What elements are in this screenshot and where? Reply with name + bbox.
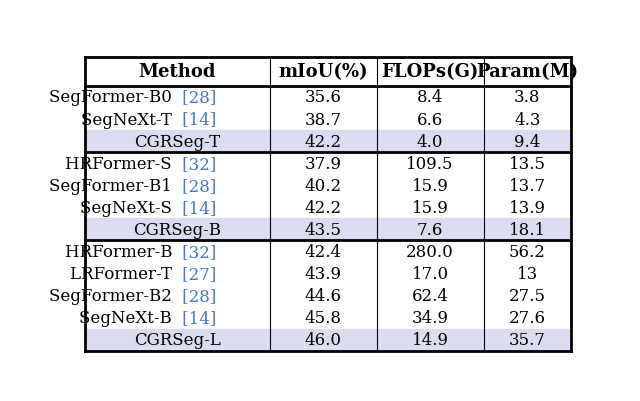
Text: 17.0: 17.0 bbox=[412, 265, 449, 282]
Text: 56.2: 56.2 bbox=[509, 243, 546, 260]
Text: 280.0: 280.0 bbox=[406, 243, 454, 260]
Text: SegNeXt-S: SegNeXt-S bbox=[80, 199, 177, 216]
Text: SegNeXt-B: SegNeXt-B bbox=[79, 309, 177, 326]
Text: 44.6: 44.6 bbox=[305, 287, 342, 304]
Text: 9.4: 9.4 bbox=[514, 133, 541, 150]
Text: [32]: [32] bbox=[177, 243, 216, 260]
Text: [27]: [27] bbox=[177, 265, 216, 282]
Text: [14]: [14] bbox=[177, 309, 216, 326]
Text: [14]: [14] bbox=[177, 111, 216, 128]
Text: 45.8: 45.8 bbox=[305, 309, 342, 326]
Text: 34.9: 34.9 bbox=[412, 309, 449, 326]
Text: 14.9: 14.9 bbox=[412, 331, 449, 348]
Bar bbox=[85, 329, 571, 351]
Bar bbox=[85, 57, 571, 87]
Text: FLOPs(G): FLOPs(G) bbox=[381, 63, 479, 81]
Text: 13.9: 13.9 bbox=[509, 199, 546, 216]
Text: 13.5: 13.5 bbox=[509, 155, 546, 172]
Text: 42.4: 42.4 bbox=[305, 243, 342, 260]
Bar bbox=[85, 263, 571, 285]
Bar bbox=[85, 153, 571, 175]
Text: [28]: [28] bbox=[177, 89, 216, 106]
Text: 62.4: 62.4 bbox=[412, 287, 449, 304]
Text: 43.9: 43.9 bbox=[305, 265, 342, 282]
Text: 35.7: 35.7 bbox=[509, 331, 546, 348]
Text: [14]: [14] bbox=[177, 199, 216, 216]
Text: 35.6: 35.6 bbox=[305, 89, 342, 106]
Text: 109.5: 109.5 bbox=[406, 155, 454, 172]
Text: 7.6: 7.6 bbox=[417, 221, 444, 238]
Text: 27.5: 27.5 bbox=[509, 287, 546, 304]
Text: HRFormer-S: HRFormer-S bbox=[65, 155, 177, 172]
Text: SegFormer-B1: SegFormer-B1 bbox=[49, 177, 177, 194]
Text: CGRSeg-T: CGRSeg-T bbox=[134, 133, 220, 150]
Bar bbox=[85, 285, 571, 307]
Text: 3.8: 3.8 bbox=[514, 89, 541, 106]
Text: LRFormer-T: LRFormer-T bbox=[70, 265, 177, 282]
Text: 13: 13 bbox=[516, 265, 538, 282]
Text: 46.0: 46.0 bbox=[305, 331, 342, 348]
Text: Param(M): Param(M) bbox=[476, 63, 579, 81]
Bar bbox=[85, 175, 571, 197]
Text: 18.1: 18.1 bbox=[509, 221, 546, 238]
Bar bbox=[85, 109, 571, 131]
Bar bbox=[85, 307, 571, 329]
Text: [32]: [32] bbox=[177, 155, 216, 172]
Text: CGRSeg-L: CGRSeg-L bbox=[134, 331, 221, 348]
Text: SegFormer-B0: SegFormer-B0 bbox=[49, 89, 177, 106]
Text: mIoU(%): mIoU(%) bbox=[278, 63, 368, 81]
Text: [28]: [28] bbox=[177, 177, 216, 194]
Text: SegFormer-B2: SegFormer-B2 bbox=[49, 287, 177, 304]
Text: 27.6: 27.6 bbox=[509, 309, 546, 326]
Text: 15.9: 15.9 bbox=[412, 199, 449, 216]
Bar bbox=[85, 197, 571, 219]
Bar bbox=[85, 131, 571, 153]
Bar bbox=[85, 87, 571, 109]
Text: [28]: [28] bbox=[177, 287, 216, 304]
Text: SegNeXt-T: SegNeXt-T bbox=[81, 111, 177, 128]
Text: 42.2: 42.2 bbox=[305, 133, 342, 150]
Text: HRFormer-B: HRFormer-B bbox=[65, 243, 177, 260]
Text: 13.7: 13.7 bbox=[509, 177, 546, 194]
Text: 42.2: 42.2 bbox=[305, 199, 342, 216]
Text: CGRSeg-B: CGRSeg-B bbox=[133, 221, 221, 238]
Text: 4.3: 4.3 bbox=[514, 111, 541, 128]
Text: 37.9: 37.9 bbox=[305, 155, 342, 172]
Bar bbox=[85, 219, 571, 241]
Text: 6.6: 6.6 bbox=[417, 111, 444, 128]
Text: 43.5: 43.5 bbox=[305, 221, 342, 238]
Text: 8.4: 8.4 bbox=[417, 89, 444, 106]
Text: 4.0: 4.0 bbox=[417, 133, 444, 150]
Text: 15.9: 15.9 bbox=[412, 177, 449, 194]
Text: 38.7: 38.7 bbox=[305, 111, 342, 128]
Bar bbox=[85, 241, 571, 263]
Text: 40.2: 40.2 bbox=[305, 177, 342, 194]
Text: Method: Method bbox=[139, 63, 216, 81]
